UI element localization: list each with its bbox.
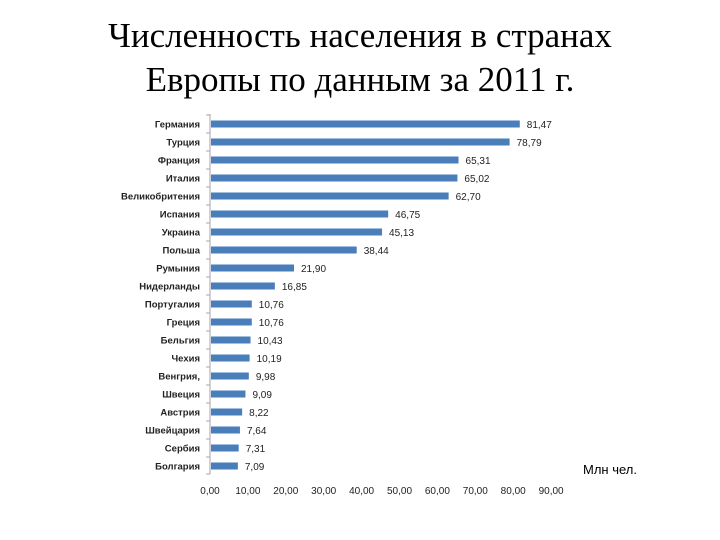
- category-label: Греция: [167, 318, 200, 329]
- category-label: Португалия: [145, 300, 200, 311]
- category-label: Болгария: [155, 462, 200, 473]
- bar: [211, 300, 252, 308]
- x-tick-label: 60,00: [425, 486, 450, 497]
- value-label: 9,09: [252, 390, 272, 401]
- x-tick-label: 80,00: [501, 486, 526, 497]
- x-tick-label: 30,00: [311, 486, 336, 497]
- value-label: 81,47: [527, 120, 552, 131]
- bar: [211, 210, 389, 218]
- bar: [211, 228, 383, 236]
- bar: [211, 426, 240, 434]
- bar: [211, 192, 449, 200]
- x-tick-label: 50,00: [387, 486, 412, 497]
- category-label: Бельгия: [161, 336, 200, 347]
- category-label: Италия: [166, 174, 200, 185]
- category-label: Чехия: [172, 354, 201, 365]
- x-tick-label: 0,00: [200, 486, 220, 497]
- bar: [211, 156, 459, 164]
- bar: [211, 354, 250, 362]
- bar: [211, 174, 458, 182]
- value-label: 8,22: [249, 408, 269, 419]
- category-label: Нидерланды: [139, 282, 200, 293]
- value-label: 21,90: [301, 264, 326, 275]
- category-label: Испания: [160, 210, 200, 221]
- category-label: Германия: [155, 120, 200, 131]
- value-label: 65,31: [466, 156, 491, 167]
- category-label: Австрия: [160, 408, 200, 419]
- bar: [211, 138, 510, 146]
- category-label: Венгрия,: [158, 372, 200, 383]
- value-label: 10,76: [259, 300, 284, 311]
- value-label: 65,02: [464, 174, 489, 185]
- bar: [211, 120, 520, 128]
- bar: [211, 462, 238, 470]
- value-label: 78,79: [517, 138, 542, 149]
- value-label: 9,98: [256, 372, 276, 383]
- slide-title-line-1: Численность населения в странах: [108, 16, 612, 55]
- bar: [211, 246, 357, 254]
- slide-title: Численность населения в странах Европы п…: [0, 14, 720, 102]
- bar: [211, 390, 246, 398]
- category-label: Румыния: [156, 264, 200, 275]
- x-tick-label: 40,00: [349, 486, 374, 497]
- x-tick-label: 90,00: [539, 486, 564, 497]
- value-label: 62,70: [456, 192, 481, 203]
- bar: [211, 372, 249, 380]
- value-label: 10,19: [257, 354, 282, 365]
- category-label: Сербия: [165, 444, 200, 455]
- value-label: 7,09: [245, 462, 265, 473]
- value-label: 38,44: [364, 246, 389, 257]
- category-label: Франция: [158, 156, 200, 167]
- value-label: 10,76: [259, 318, 284, 329]
- category-label: Швейцария: [145, 426, 200, 437]
- category-label: Польша: [163, 246, 201, 257]
- bar: [211, 282, 275, 290]
- x-tick-label: 70,00: [463, 486, 488, 497]
- bar: [211, 318, 252, 326]
- category-label: Украина: [162, 228, 201, 239]
- value-label: 16,85: [282, 282, 307, 293]
- x-tick-label: 10,00: [235, 486, 260, 497]
- value-label: 7,64: [247, 426, 267, 437]
- x-tick-label: 20,00: [273, 486, 298, 497]
- category-label: Швеция: [162, 390, 200, 401]
- unit-label: Млн чел.: [583, 462, 637, 477]
- value-label: 7,31: [246, 444, 266, 455]
- bar: [211, 264, 295, 272]
- bar: [211, 444, 239, 452]
- value-label: 45,13: [389, 228, 414, 239]
- slide-title-line-2: Европы по данным за 2011 г.: [145, 60, 575, 99]
- value-label: 46,75: [395, 210, 420, 221]
- value-label: 10,43: [258, 336, 283, 347]
- bar: [211, 336, 251, 344]
- category-label: Великобритения: [121, 192, 200, 203]
- bar: [211, 408, 243, 416]
- category-label: Турция: [166, 138, 200, 149]
